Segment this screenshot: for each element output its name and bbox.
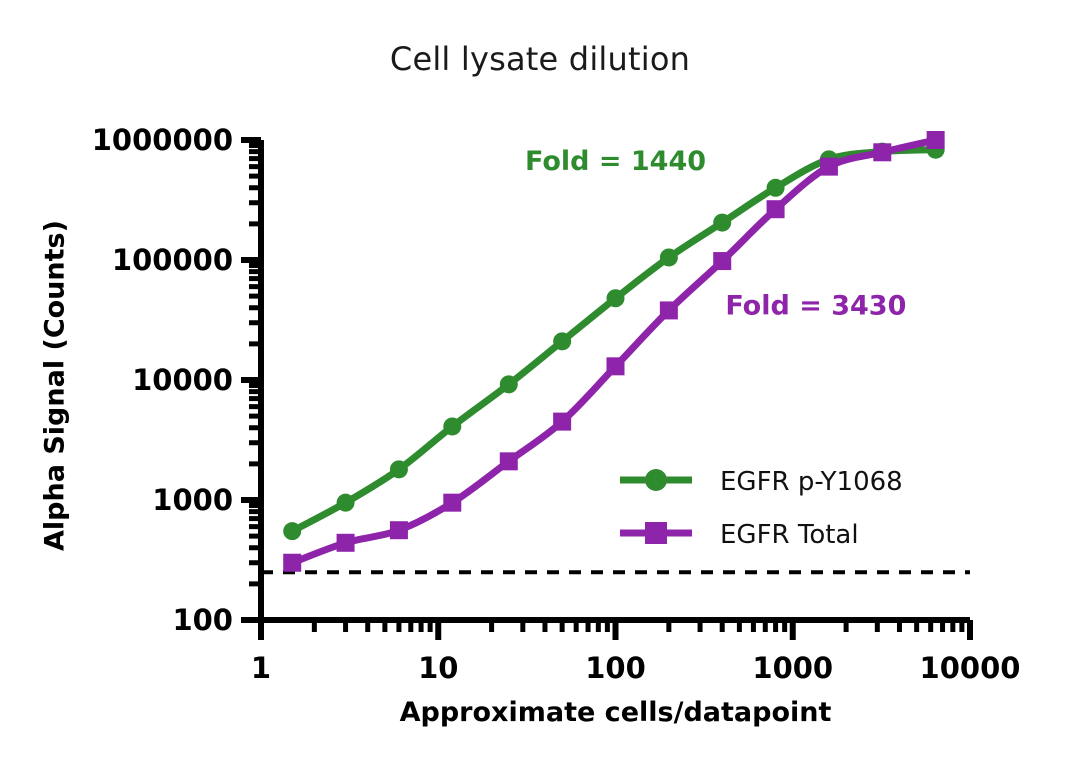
x-tick-label: 1	[251, 651, 271, 685]
x-tick-label: 100	[585, 651, 646, 685]
x-tick-label: 10	[418, 651, 458, 685]
chart-title: Cell lysate dilution	[389, 40, 691, 78]
data-point-marker	[499, 452, 518, 471]
data-point-marker	[819, 157, 838, 176]
data-point-marker	[553, 412, 572, 431]
data-point-marker	[336, 533, 355, 552]
x-axis-title: Approximate cells/datapoint	[399, 697, 832, 728]
data-point-marker	[659, 248, 678, 267]
tick-labels-group: 100 1000 10000 100000 1000000 1 10 100 1000 10000	[92, 123, 1021, 685]
y-tick-label: 1000000	[92, 123, 233, 157]
data-point-marker	[443, 493, 462, 512]
data-point-marker	[659, 301, 678, 320]
axes-group	[241, 137, 973, 640]
y-tick-label: 100	[172, 603, 233, 637]
fold-annotation: Fold = 1440	[525, 146, 706, 177]
data-point-marker	[553, 332, 572, 351]
data-point-marker	[606, 289, 625, 308]
data-point-marker	[766, 200, 785, 219]
y-tick-label: 1000	[152, 483, 233, 517]
chart-legend[interactable]: EGFR p-Y1068 EGFR Total	[620, 467, 903, 550]
legend-marker	[645, 469, 667, 491]
data-point-marker	[713, 213, 732, 232]
data-point-marker	[283, 553, 302, 572]
series-line	[288, 136, 940, 567]
data-point-marker	[766, 178, 785, 197]
data-point-marker	[873, 143, 892, 162]
legend-label: EGFR Total	[720, 520, 859, 550]
x-tick-label: 1000	[752, 651, 833, 685]
data-series-group	[283, 131, 945, 572]
fold-annotation: Fold = 3430	[725, 291, 906, 322]
data-point-marker	[606, 357, 625, 376]
data-point-marker	[713, 252, 732, 271]
data-point-marker	[499, 375, 518, 394]
data-point-marker	[926, 131, 945, 149]
data-point-marker	[389, 460, 408, 479]
legend-marker	[645, 522, 667, 544]
y-tick-label: 100000	[112, 243, 233, 277]
data-point-marker	[283, 522, 302, 541]
data-point-marker	[389, 521, 408, 540]
annotations-group: Fold = 1440 Fold = 3430	[525, 146, 906, 321]
data-point-marker	[336, 493, 355, 512]
y-tick-label: 10000	[132, 363, 233, 397]
legend-label: EGFR p-Y1068	[720, 467, 903, 497]
data-point-marker	[443, 417, 462, 436]
x-tick-label: 10000	[920, 651, 1021, 685]
